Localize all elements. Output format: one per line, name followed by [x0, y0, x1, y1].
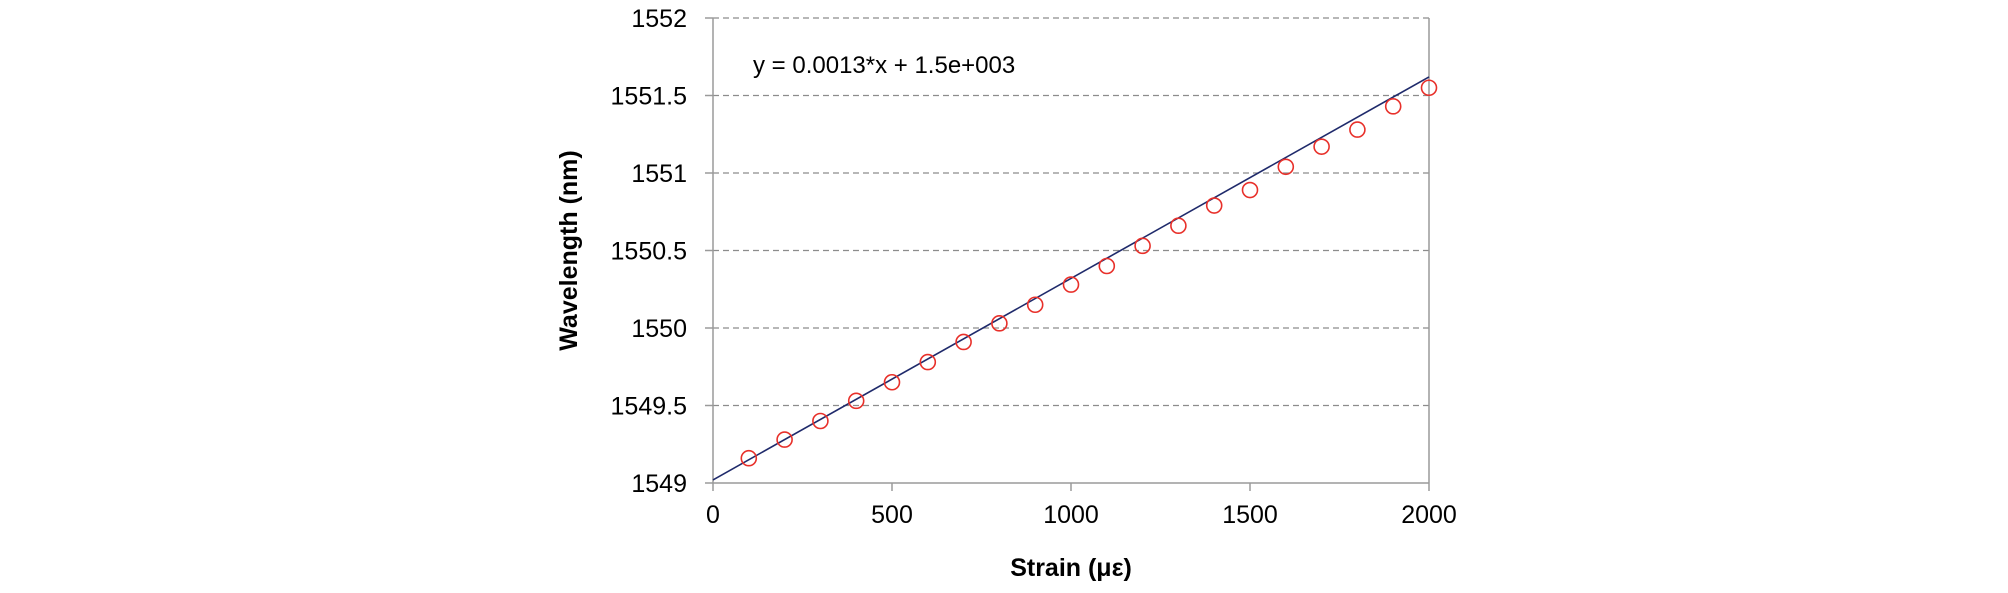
linear-fit-line [712, 76, 1430, 481]
x-tick-label: 2000 [1401, 501, 1457, 529]
y-tick-label: 1550 [631, 315, 687, 343]
data-point [1205, 197, 1223, 214]
data-point [1277, 158, 1295, 176]
data-point [776, 431, 793, 448]
y-tick-label: 1551.5 [611, 83, 687, 111]
data-point [740, 449, 758, 467]
data-point [1241, 181, 1259, 199]
data-point [883, 373, 901, 391]
x-axis-title: Strain (με) [1010, 554, 1132, 582]
data-point [1384, 98, 1402, 115]
data-point [1349, 121, 1366, 138]
y-axis-title: Wavelength (nm) [555, 150, 583, 350]
data-point [1026, 296, 1044, 314]
fit-equation-annotation: y = 0.0013*x + 1.5e+003 [753, 52, 1015, 79]
data-point [991, 315, 1008, 332]
y-tick-label: 1550.5 [611, 238, 687, 266]
data-point [1098, 257, 1116, 275]
data-point [812, 412, 829, 430]
x-tick-label: 1000 [1043, 501, 1099, 529]
y-tick-label: 1549 [631, 470, 687, 498]
data-point [955, 333, 972, 351]
data-point [1313, 138, 1330, 155]
y-tick-label: 1552 [631, 5, 687, 33]
x-tick-label: 1500 [1222, 501, 1278, 529]
x-tick-label: 0 [706, 501, 720, 529]
data-point [1420, 79, 1438, 97]
data-point [1062, 276, 1080, 293]
y-tick-label: 1549.5 [611, 393, 687, 421]
labels-layer: 1549 1549.5 1550 1550.5 1551 1551.5 1552 0 500 10… [611, 5, 1457, 529]
data-point [847, 392, 865, 410]
data-point [919, 353, 937, 371]
data-point [1134, 237, 1151, 255]
fit-line-layer [712, 76, 1430, 481]
data-point [1170, 217, 1187, 234]
points-layer [740, 79, 1438, 467]
y-tick-label: 1551 [631, 160, 687, 188]
x-tick-label: 500 [871, 501, 913, 529]
